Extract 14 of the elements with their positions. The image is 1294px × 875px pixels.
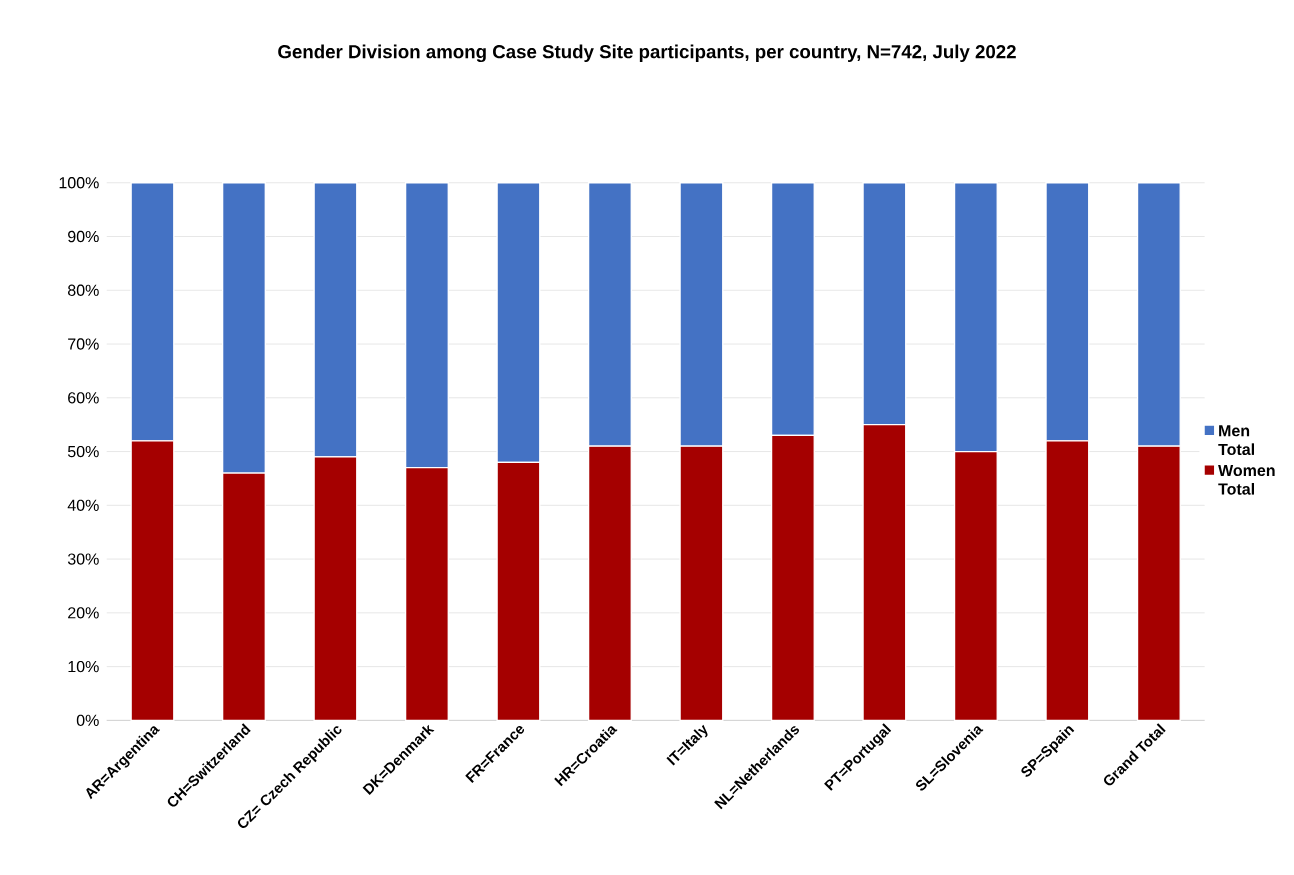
y-tick-label: 100%: [59, 177, 99, 189]
chart-title: Gender Division among Case Study Site participants, per country, N=742, July 2022: [278, 44, 1016, 63]
y-tick-label: 80%: [67, 284, 99, 296]
y-tick-label: 70%: [68, 338, 99, 350]
y-tick-label: 30%: [67, 553, 99, 565]
y-tick-label: 60%: [68, 392, 99, 404]
legend-label: Men Total: [1218, 425, 1254, 455]
y-tick-label: 10%: [68, 660, 99, 673]
y-tick-label: 50%: [67, 445, 99, 458]
y-tick-label: 20%: [68, 607, 99, 619]
y-tick-label: 40%: [67, 499, 99, 511]
y-tick-label: 0%: [76, 714, 99, 726]
y-tick-label: 90%: [68, 230, 99, 243]
legend-label: Women Total: [1218, 464, 1275, 495]
